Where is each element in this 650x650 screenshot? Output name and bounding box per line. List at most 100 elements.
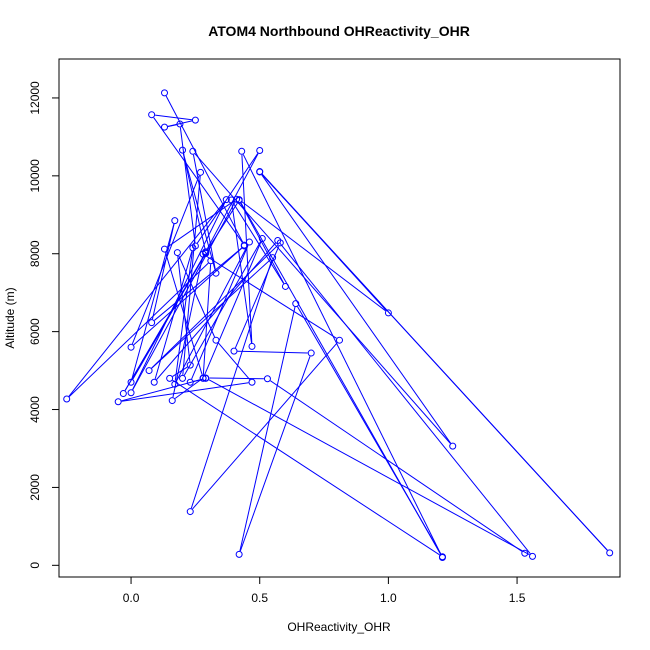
- data-point: [449, 442, 457, 450]
- data-point: [227, 196, 235, 204]
- series-segment: [156, 242, 276, 380]
- series-segment: [191, 245, 249, 380]
- series-segment: [205, 255, 337, 339]
- data-point: [212, 269, 220, 277]
- series-segment: [131, 223, 175, 380]
- data-point: [161, 123, 169, 131]
- series-segment: [234, 245, 280, 349]
- series-segment: [240, 203, 285, 284]
- x-axis-label: OHReactivity_OHR: [287, 620, 391, 634]
- data-point: [258, 235, 266, 243]
- y-tick-label: 10000: [28, 159, 42, 193]
- series-segment: [167, 200, 234, 248]
- x-axis: 0.0 0.5 1.0 1.5: [123, 576, 526, 605]
- data-point: [199, 374, 207, 382]
- data-point: [438, 553, 446, 561]
- y-tick-label: 6000: [28, 318, 42, 345]
- series-segment: [209, 377, 264, 380]
- series-lines: [68, 95, 608, 556]
- x-tick-label: 0.0: [123, 591, 140, 605]
- series-segment: [239, 356, 311, 552]
- series-segment: [182, 175, 201, 375]
- x-tick-label: 1.5: [509, 591, 526, 605]
- series-segment: [217, 342, 251, 380]
- data-point: [127, 343, 135, 351]
- data-point: [248, 342, 256, 350]
- x-tick-label: 0.5: [251, 591, 268, 605]
- data-point: [233, 195, 241, 203]
- series-segment: [151, 223, 175, 320]
- series-segment: [154, 247, 242, 321]
- data-point: [127, 389, 135, 397]
- series-segment: [172, 379, 440, 556]
- series-segment: [270, 380, 523, 552]
- data-point: [127, 378, 135, 386]
- series-segment: [179, 127, 196, 243]
- data-point: [222, 196, 230, 204]
- data-point: [212, 336, 220, 344]
- data-point: [529, 552, 537, 560]
- series-segment: [175, 244, 249, 382]
- series-segment: [206, 153, 259, 249]
- series-segment: [231, 203, 253, 344]
- series-segment: [133, 247, 243, 346]
- series-segment: [68, 262, 209, 397]
- series-segment: [279, 242, 531, 554]
- data-point: [202, 374, 210, 382]
- series-segment: [192, 342, 338, 510]
- series-segment: [237, 350, 308, 354]
- series-segment: [172, 366, 188, 377]
- data-point: [186, 361, 194, 369]
- data-point: [168, 397, 176, 405]
- series-segment: [151, 259, 271, 369]
- data-point: [240, 242, 248, 250]
- series-segment: [121, 378, 203, 402]
- y-axis-label: Altitude (m): [3, 287, 17, 348]
- data-point: [274, 236, 282, 244]
- series-segment: [182, 153, 216, 270]
- data-point: [189, 147, 197, 155]
- data-point: [336, 336, 343, 344]
- series-points: [63, 89, 614, 562]
- data-point: [606, 549, 614, 557]
- series-segment: [151, 244, 279, 369]
- y-tick-label: 0: [28, 562, 42, 569]
- data-point: [256, 168, 264, 176]
- series-segment: [121, 382, 249, 402]
- y-tick-label: 12000: [28, 81, 42, 115]
- data-point: [145, 367, 153, 375]
- data-point: [230, 347, 238, 355]
- series-segment: [183, 241, 261, 376]
- data-point: [256, 147, 264, 155]
- data-point: [245, 238, 253, 246]
- data-point: [263, 375, 271, 383]
- data-point: [63, 395, 71, 403]
- series-segment: [241, 201, 386, 312]
- data-point: [176, 120, 184, 128]
- data-point: [186, 378, 194, 386]
- data-point: [235, 550, 243, 558]
- series-segment: [232, 202, 285, 284]
- data-point: [269, 254, 277, 262]
- data-point: [521, 549, 529, 557]
- series-segment: [154, 251, 193, 380]
- series-segment: [167, 124, 177, 127]
- data-point: [173, 249, 181, 257]
- data-point: [119, 390, 127, 398]
- data-point: [114, 398, 122, 406]
- series-segment: [207, 203, 238, 250]
- series-segment: [174, 251, 193, 381]
- y-tick-label: 2000: [28, 474, 42, 501]
- data-point: [161, 245, 169, 253]
- series-segment: [297, 306, 442, 554]
- data-point: [281, 282, 289, 290]
- y-tick-label: 8000: [28, 240, 42, 267]
- series-segment: [192, 154, 216, 270]
- data-point: [179, 374, 187, 382]
- series-segment: [261, 174, 452, 444]
- data-point: [191, 116, 199, 124]
- series-segment: [239, 306, 296, 552]
- data-point: [171, 217, 179, 225]
- series-segment: [204, 241, 262, 376]
- data-point: [207, 257, 215, 265]
